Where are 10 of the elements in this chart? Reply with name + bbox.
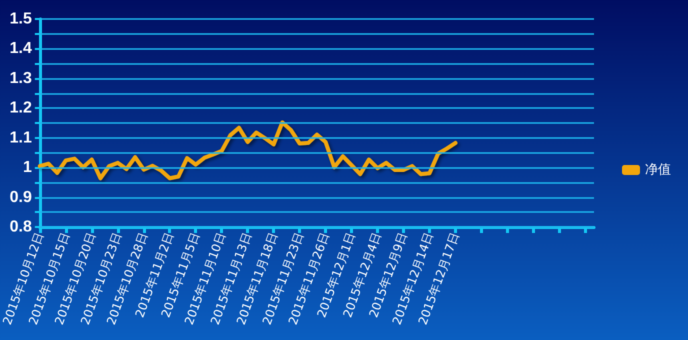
y-tick-label: 0.9	[10, 188, 32, 206]
y-tick-label: 1.1	[10, 129, 32, 146]
y-tick-label: 1.3	[10, 70, 32, 87]
y-tick-label: 1.2	[10, 100, 32, 117]
line-series	[38, 120, 458, 180]
y-tick-label: 1.5	[10, 10, 32, 28]
legend-label: 净值	[645, 162, 671, 178]
y-tick-label: 1	[22, 159, 32, 176]
y-tick-label: 1.4	[10, 40, 32, 58]
y-tick-label: 0.8	[10, 218, 32, 236]
